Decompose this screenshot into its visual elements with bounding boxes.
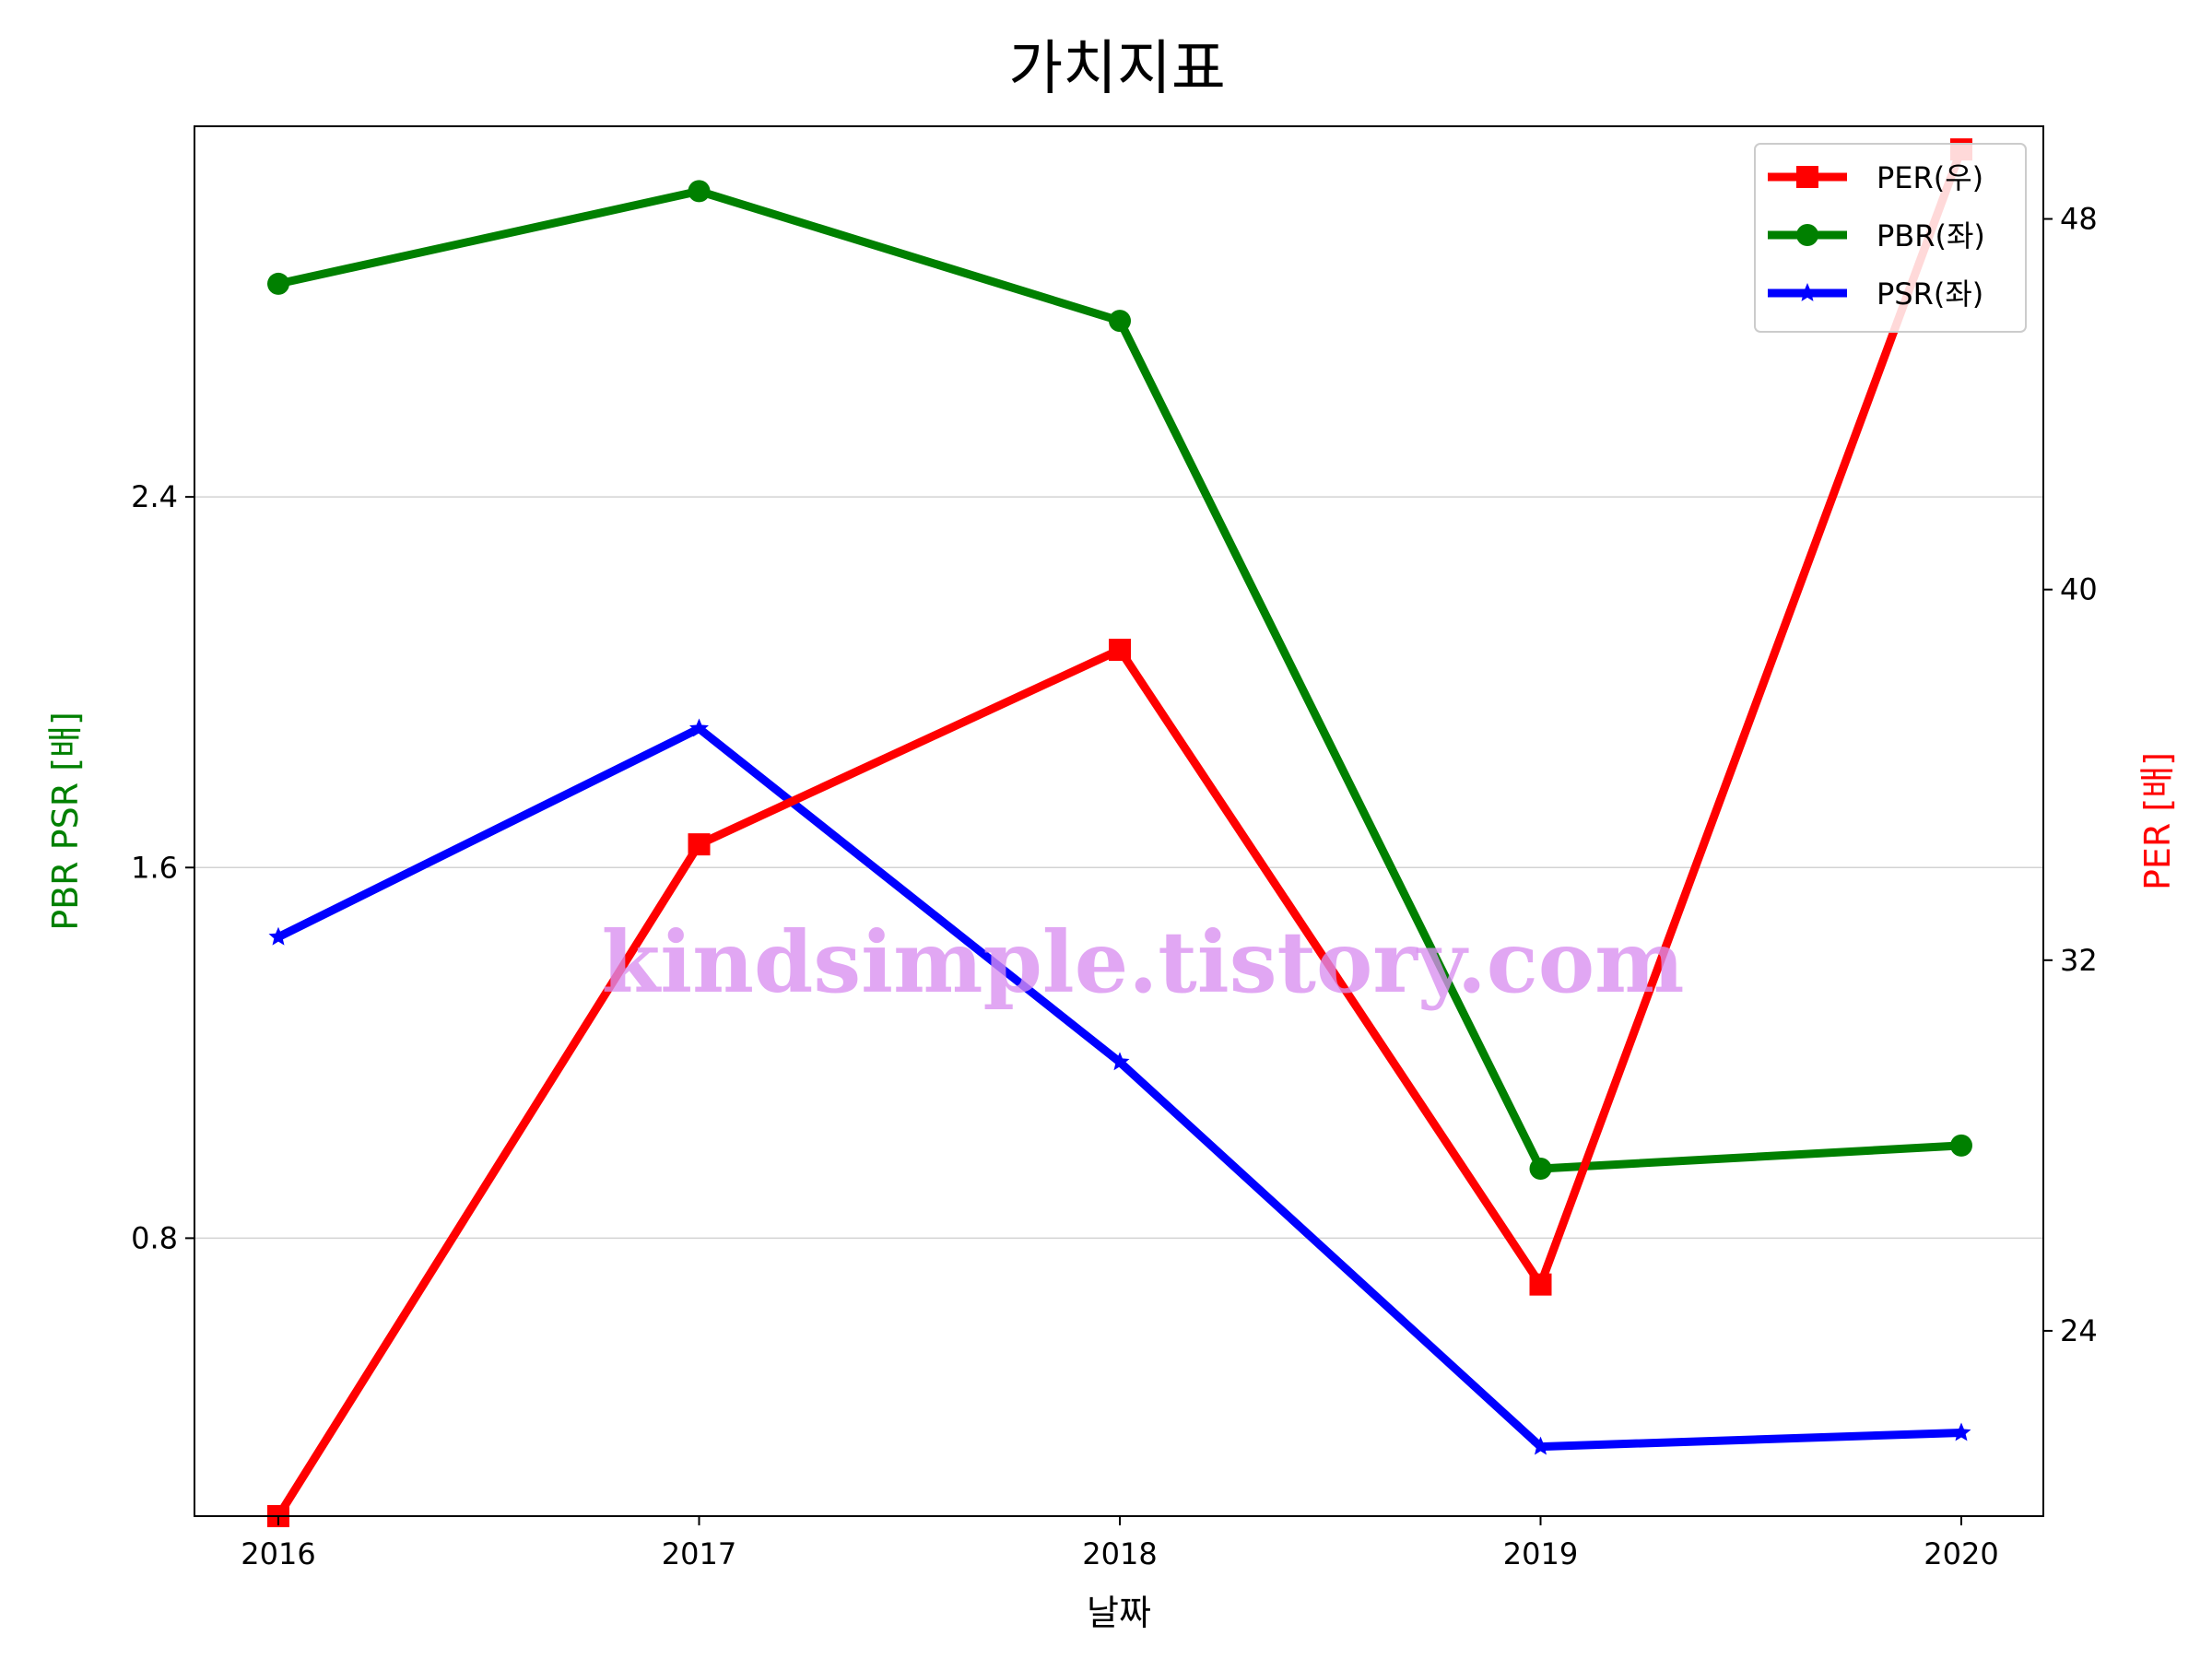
y-left-tick-label-1.6: 1.6 <box>131 850 178 885</box>
legend-marker-PSR(좌) <box>1797 283 1818 301</box>
y-right-tick-label-32: 32 <box>2060 943 2098 978</box>
legend-label-PBR(좌): PBR(좌) <box>1877 218 1985 253</box>
x-tick-label-2016: 2016 <box>241 1536 315 1571</box>
data-point-PBR(좌)-2020 <box>1950 1134 1972 1157</box>
data-point-PSR(좌)-2018 <box>1110 1052 1130 1071</box>
data-point-PSR(좌)-2017 <box>689 718 709 737</box>
y-left-tick-label-2.4: 2.4 <box>131 479 178 514</box>
data-point-PSR(좌)-2019 <box>1531 1436 1550 1455</box>
series-PBR(좌) <box>267 180 1972 1180</box>
x-axis-label: 날짜 <box>1087 1593 1151 1633</box>
y-axis-left-label: PBR PSR [배] <box>45 712 86 931</box>
y-right-tick-label-24: 24 <box>2060 1313 2098 1348</box>
legend-marker-PER(우) <box>1796 166 1818 188</box>
legend: PER(우) PBR(좌) PSR(좌) <box>1754 143 2027 333</box>
ticks-layer: 2016 2017 2018 2019 2020 0.8 1.6 2.4 24 32 40 48 <box>131 202 2098 1571</box>
data-point-PBR(좌)-2016 <box>267 272 289 295</box>
data-point-PER(우)-2019 <box>1529 1273 1552 1296</box>
data-point-PER(우)-2018 <box>1109 639 1131 662</box>
chart-title: 가치지표 <box>1008 35 1226 103</box>
legend-item-PSR(좌): PSR(좌) <box>1768 276 1983 312</box>
data-point-PBR(좌)-2019 <box>1529 1158 1552 1180</box>
legend-marker-PBR(좌) <box>1796 224 1818 246</box>
y-right-tick-label-48: 48 <box>2060 202 2098 237</box>
x-tick-label-2019: 2019 <box>1503 1536 1578 1571</box>
legend-item-PBR(좌): PBR(좌) <box>1768 218 1985 253</box>
x-tick-label-2017: 2017 <box>662 1536 736 1571</box>
y-axis-right-label: PER [배] <box>2137 752 2178 890</box>
data-point-PBR(좌)-2018 <box>1109 310 1131 333</box>
x-tick-label-2020: 2020 <box>1924 1536 1998 1571</box>
data-point-PBR(좌)-2017 <box>688 180 711 203</box>
legend-label-PSR(좌): PSR(좌) <box>1877 276 1983 312</box>
data-point-PSR(좌)-2016 <box>268 926 288 946</box>
series-PSR(좌) <box>268 718 1971 1455</box>
legend-box <box>1754 143 2027 333</box>
legend-label-PER(우): PER(우) <box>1877 160 1983 195</box>
y-left-tick-label-0.8: 0.8 <box>131 1220 178 1255</box>
x-tick-label-2018: 2018 <box>1082 1536 1157 1571</box>
legend-item-PER(우): PER(우) <box>1768 160 1983 195</box>
data-point-PSR(좌)-2020 <box>1951 1422 1971 1441</box>
watermark-text: kindsimple.tistory.com <box>601 912 1684 1012</box>
data-point-PER(우)-2017 <box>688 833 711 856</box>
grid-lines <box>194 496 2043 1240</box>
y-right-tick-label-40: 40 <box>2060 572 2098 607</box>
